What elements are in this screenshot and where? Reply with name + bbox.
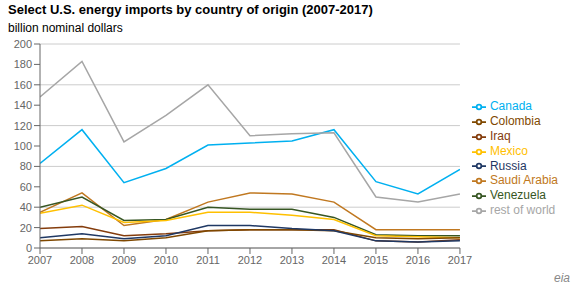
svg-text:0: 0 <box>26 242 32 254</box>
html-text:Saudi Arabia: Saudi Arabia <box>489 173 558 188</box>
html-text:Canada: Canada <box>489 99 532 114</box>
svg-text:20: 20 <box>20 222 32 234</box>
svg-text:2013: 2013 <box>280 254 304 266</box>
svg-text:2016: 2016 <box>406 254 430 266</box>
svg-text:120: 120 <box>14 120 32 132</box>
html-text:Russia: Russia <box>489 158 527 173</box>
svg-text:2015: 2015 <box>364 254 388 266</box>
html-text:rest of world: rest of world <box>489 203 556 217</box>
svg-text:2008: 2008 <box>70 254 94 266</box>
svg-text:60: 60 <box>20 181 32 193</box>
svg-text:2007: 2007 <box>28 254 52 266</box>
svg-text:2014: 2014 <box>322 254 346 266</box>
svg-text:100: 100 <box>14 140 32 152</box>
svg-text:40: 40 <box>20 201 32 213</box>
svg-text:140: 140 <box>14 99 32 111</box>
svg-text:2011: 2011 <box>196 254 220 266</box>
svg-text:180: 180 <box>14 58 32 70</box>
svg-text:2009: 2009 <box>112 254 136 266</box>
html-text:eia: eia <box>554 271 570 285</box>
svg-text:2017: 2017 <box>448 254 472 266</box>
html-text:Mexico: Mexico <box>489 143 528 158</box>
svg-text:2010: 2010 <box>154 254 178 266</box>
html-text:Venezuela: Venezuela <box>489 188 546 203</box>
svg-text:160: 160 <box>14 79 32 91</box>
svg-text:2012: 2012 <box>238 254 262 266</box>
html-text:Iraq: Iraq <box>489 128 511 143</box>
html-text:Colombia: Colombia <box>489 114 541 128</box>
svg-text:80: 80 <box>20 160 32 172</box>
html-text:Select U.S. energy imports by: Select U.S. energy imports by country of… <box>8 2 373 17</box>
html-text:billion nominal dollars: billion nominal dollars <box>8 21 123 35</box>
svg-text:200: 200 <box>14 38 32 50</box>
